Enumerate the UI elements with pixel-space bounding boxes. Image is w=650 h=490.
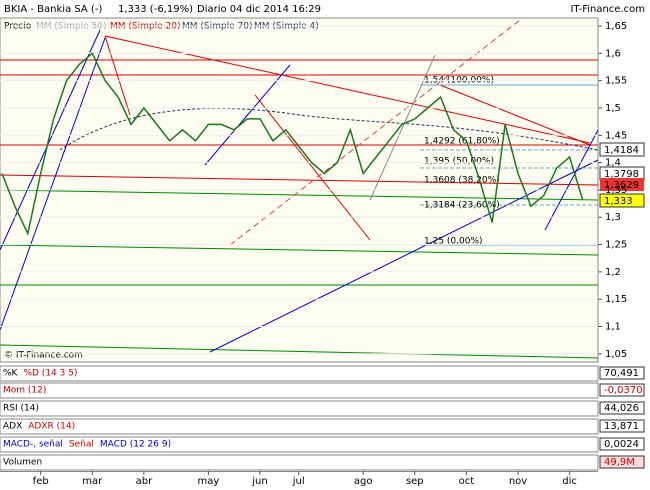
indicator-label: RSI (14) xyxy=(3,404,39,414)
indicator-label: MACD-, señal xyxy=(3,440,63,450)
indicator-value: 44,026 xyxy=(604,403,639,414)
indicator-value-box xyxy=(599,383,645,397)
x-tick-label: jun xyxy=(251,476,267,487)
indicator-label: Mom (12) xyxy=(3,386,46,396)
indicator-value-box xyxy=(599,366,645,380)
x-tick-label: dic xyxy=(562,476,577,487)
price-label-box xyxy=(599,193,645,208)
quote: 1,333 (-6,19%) xyxy=(118,4,193,15)
indicator-label: Señal xyxy=(69,440,94,450)
y-tick-label: 1,05 xyxy=(605,349,627,360)
copyright: © IT-Finance.com xyxy=(4,351,83,361)
price-label: 1,333 xyxy=(604,196,633,207)
indicator-panel xyxy=(0,454,599,471)
fib-label: 1,3184 (23,60%) xyxy=(424,201,500,211)
x-tick-label: mar xyxy=(82,476,103,487)
indicator-panel xyxy=(0,382,599,399)
fib-label: 1,4292 (61,80%) xyxy=(424,137,500,147)
indicator-label: ADXR (14) xyxy=(28,422,75,432)
indicator-panel xyxy=(0,418,599,435)
price-label: 1,4184 xyxy=(604,145,639,156)
y-tick-label: 1,15 xyxy=(605,294,627,305)
site: IT-Finance.com xyxy=(570,4,645,15)
x-tick-label: ago xyxy=(354,476,373,487)
indicator-label: ADX xyxy=(3,422,22,432)
y-tick-label: 1,5 xyxy=(605,103,621,114)
indicator-value-box xyxy=(599,455,645,469)
y-tick-label: 1,1 xyxy=(605,321,621,332)
y-tick-label: 1,6 xyxy=(605,48,621,59)
indicator-value: 13,871 xyxy=(604,421,639,432)
x-tick-label: feb xyxy=(33,476,49,487)
x-tick-label: nov xyxy=(509,476,527,487)
y-tick-label: 1,2 xyxy=(605,267,621,278)
x-tick-label: sep xyxy=(406,476,424,487)
indicator-panel xyxy=(0,400,599,417)
y-tick-label: 1,4 xyxy=(605,158,621,169)
y-tick-label: 1,45 xyxy=(605,130,627,141)
price-label-box xyxy=(599,142,645,157)
x-tick-label: oct xyxy=(459,476,475,487)
indicator-value-box xyxy=(599,437,645,451)
indicator-value-box xyxy=(599,401,645,415)
price-line xyxy=(1,52,584,236)
symbol: BKIA - Bankia SA (-) xyxy=(4,4,102,15)
y-tick-label: 1,3 xyxy=(605,212,621,223)
price-label-box xyxy=(600,178,644,191)
indicator-value: 70,491 xyxy=(604,368,639,379)
indicator-value: -0,0370 xyxy=(604,385,643,396)
x-tick-label: abr xyxy=(136,476,153,487)
x-tick-label: may xyxy=(198,476,220,487)
price-label: 1,3629 xyxy=(604,180,639,191)
y-tick-label: 1,65 xyxy=(605,21,627,32)
indicator-label: Volumen xyxy=(3,458,42,468)
fib-label: 1,395 (50,00%) xyxy=(424,157,494,167)
indicator-value: 49,9M xyxy=(604,457,635,468)
indicator-label: %D (14 3 5) xyxy=(23,369,77,379)
x-tick-label: jul xyxy=(292,476,305,487)
indicator-label: MACD (12 26 9) xyxy=(100,440,171,450)
indicator-panel xyxy=(0,365,599,382)
period: Diario 04 dic 2014 16:29 xyxy=(197,4,321,15)
price-label: 1,3798 xyxy=(604,169,639,180)
indicator-label: %K xyxy=(3,369,19,379)
fib-label: 1,25 (0,00%) xyxy=(424,237,483,247)
y-tick-label: 1,55 xyxy=(605,76,627,87)
indicator-panel xyxy=(0,436,599,453)
indicator-value: 0,0024 xyxy=(604,439,639,450)
indicator-value-box xyxy=(599,419,645,433)
y-tick-label: 1,25 xyxy=(605,240,627,251)
fib-label: 1,3608 (38,20%) xyxy=(424,176,500,186)
y-tick-label: 1,35 xyxy=(605,185,627,196)
